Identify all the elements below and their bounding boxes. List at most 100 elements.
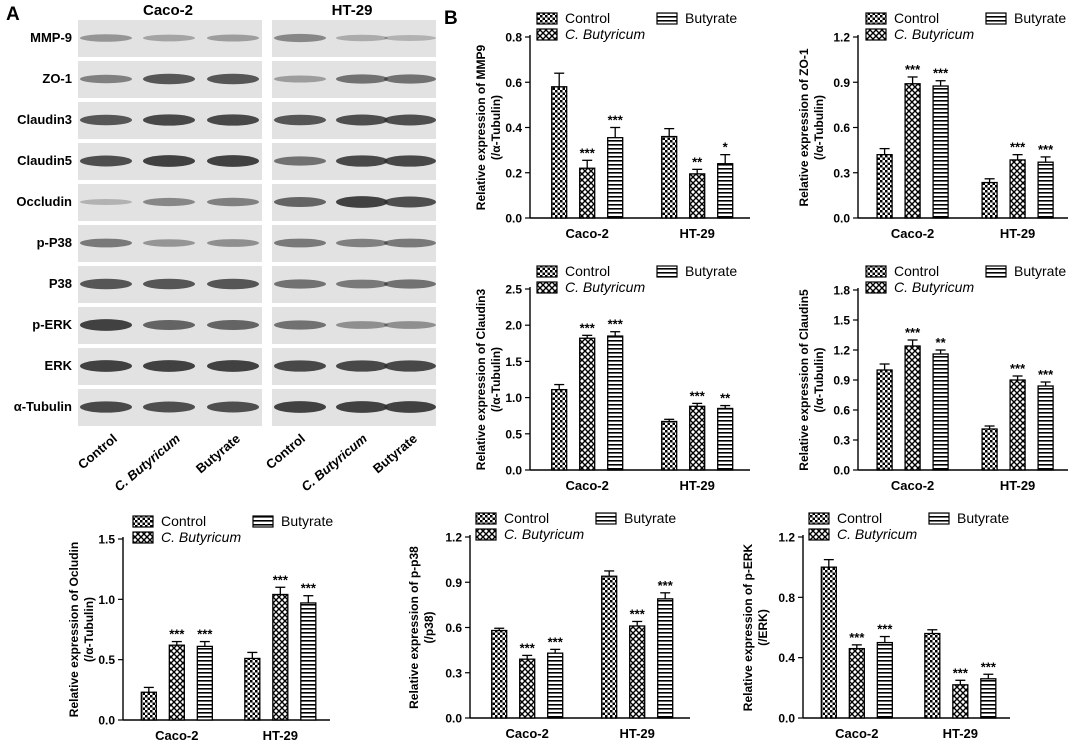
significance-marker: *** <box>520 640 536 655</box>
bar <box>876 641 893 719</box>
y-axis-label-secondary: (/α-Tubulin) <box>812 347 826 412</box>
legend-swatch <box>475 528 497 541</box>
significance-marker: *** <box>877 622 893 637</box>
legend-entry: C. Butyricum <box>504 526 584 542</box>
bar <box>607 335 624 471</box>
significance-marker: *** <box>301 581 317 596</box>
bar <box>491 629 508 719</box>
blot-band <box>143 114 195 126</box>
y-tick-label: 2.5 <box>505 283 522 297</box>
blot-band <box>274 238 326 248</box>
protein-label: p-P38 <box>37 235 72 250</box>
blot-band <box>274 360 326 372</box>
blot-band <box>274 401 326 413</box>
y-tick-label: 1.2 <box>833 344 850 358</box>
bar <box>601 575 618 719</box>
x-tick-label: HT-29 <box>679 226 714 241</box>
legend-entry: C. Butyricum <box>894 279 974 295</box>
y-tick-label: 0.9 <box>445 576 462 590</box>
x-tick-label: HT-29 <box>943 726 978 741</box>
blot-band <box>207 320 259 330</box>
legend-entry: Control <box>504 510 549 526</box>
blot-band <box>384 196 436 208</box>
x-tick-label: Caco-2 <box>506 726 549 741</box>
bar <box>1037 385 1054 471</box>
y-tick-label: 1.0 <box>505 391 522 405</box>
legend-entry: Butyrate <box>685 10 737 26</box>
significance-marker: *** <box>608 113 624 128</box>
y-tick-label: 0.2 <box>505 166 522 180</box>
protein-label: p-ERK <box>32 317 72 332</box>
legend-swatch <box>132 531 154 544</box>
y-tick-label: 0.6 <box>833 404 850 418</box>
significance-marker: *** <box>1010 140 1026 155</box>
blot-band <box>143 197 195 207</box>
bar <box>168 644 185 721</box>
significance-marker: *** <box>1038 367 1054 382</box>
legend-entry: Butyrate <box>1014 10 1066 26</box>
bar <box>196 645 213 721</box>
bar <box>1037 161 1054 219</box>
legend-swatch <box>865 28 887 41</box>
significance-marker: *** <box>981 659 997 674</box>
y-tick-label: 0.3 <box>833 166 850 180</box>
y-tick-label: 0.0 <box>778 712 795 726</box>
y-tick-label: 1.2 <box>778 531 795 545</box>
bar <box>661 420 678 471</box>
y-tick-label: 1.8 <box>833 284 850 298</box>
blot-band <box>274 156 326 166</box>
legend-swatch <box>536 28 558 41</box>
y-axis-label: Relative expression of Ocludin <box>67 542 81 717</box>
legend-entry: C. Butyricum <box>565 26 645 42</box>
y-tick-label: 1.0 <box>98 593 115 607</box>
blot-band <box>207 155 259 167</box>
legend-entry: Control <box>894 10 939 26</box>
y-axis-label-secondary: (/α-Tubulin) <box>489 347 503 412</box>
blot-band <box>207 34 259 42</box>
legend-swatch <box>132 515 154 528</box>
blot-band <box>336 155 388 167</box>
legend-swatch <box>536 265 558 278</box>
blot-band <box>143 278 195 290</box>
legend-entry: C. Butyricum <box>837 526 917 542</box>
protein-label: Claudin5 <box>17 153 72 168</box>
bar <box>272 593 289 721</box>
blot-band <box>80 360 132 372</box>
panel-letter-a: A <box>6 4 20 25</box>
bar <box>980 678 997 719</box>
legend-entry: C. Butyricum <box>565 279 645 295</box>
legend-swatch <box>475 512 497 525</box>
blot-band <box>207 239 259 247</box>
protein-label: P38 <box>49 276 72 291</box>
lane-label: Butyrate <box>370 431 420 476</box>
chart-3: 0.0 0.5 1.0 1.5 2.0 2.5 Relative expression of… <box>474 263 750 493</box>
chart-7: 0.0 0.4 0.8 1.2 Relative expression of p-ERK… <box>741 510 1010 741</box>
bar <box>1009 159 1026 219</box>
y-tick-label: 0.0 <box>833 464 850 478</box>
blot-band <box>143 360 195 372</box>
bar <box>579 167 596 219</box>
legend-swatch <box>656 265 678 278</box>
blot-band <box>336 321 388 329</box>
legend-entry: Control <box>894 263 939 279</box>
blot-strip <box>78 20 262 57</box>
y-tick-label: 0.3 <box>445 666 462 680</box>
bar <box>981 428 998 471</box>
x-tick-label: HT-29 <box>1000 226 1035 241</box>
y-axis-label: Relative expression of ZO-1 <box>797 48 811 206</box>
y-tick-label: 0.8 <box>778 591 795 605</box>
y-tick-label: 0.8 <box>505 31 522 45</box>
y-tick-label: 0.4 <box>505 121 522 135</box>
y-tick-label: 1.2 <box>445 531 462 545</box>
panel-letter-b: B <box>444 8 458 29</box>
bar <box>932 85 949 219</box>
significance-marker: *** <box>548 634 564 649</box>
significance-marker: *** <box>1038 142 1054 157</box>
bar <box>629 625 646 719</box>
legend-entry: C. Butyricum <box>161 529 241 545</box>
x-tick-label: Caco-2 <box>891 478 934 493</box>
significance-marker: *** <box>933 66 949 81</box>
x-tick-label: Caco-2 <box>566 226 609 241</box>
significance-marker: *** <box>849 630 865 645</box>
significance-marker: ** <box>692 154 703 169</box>
